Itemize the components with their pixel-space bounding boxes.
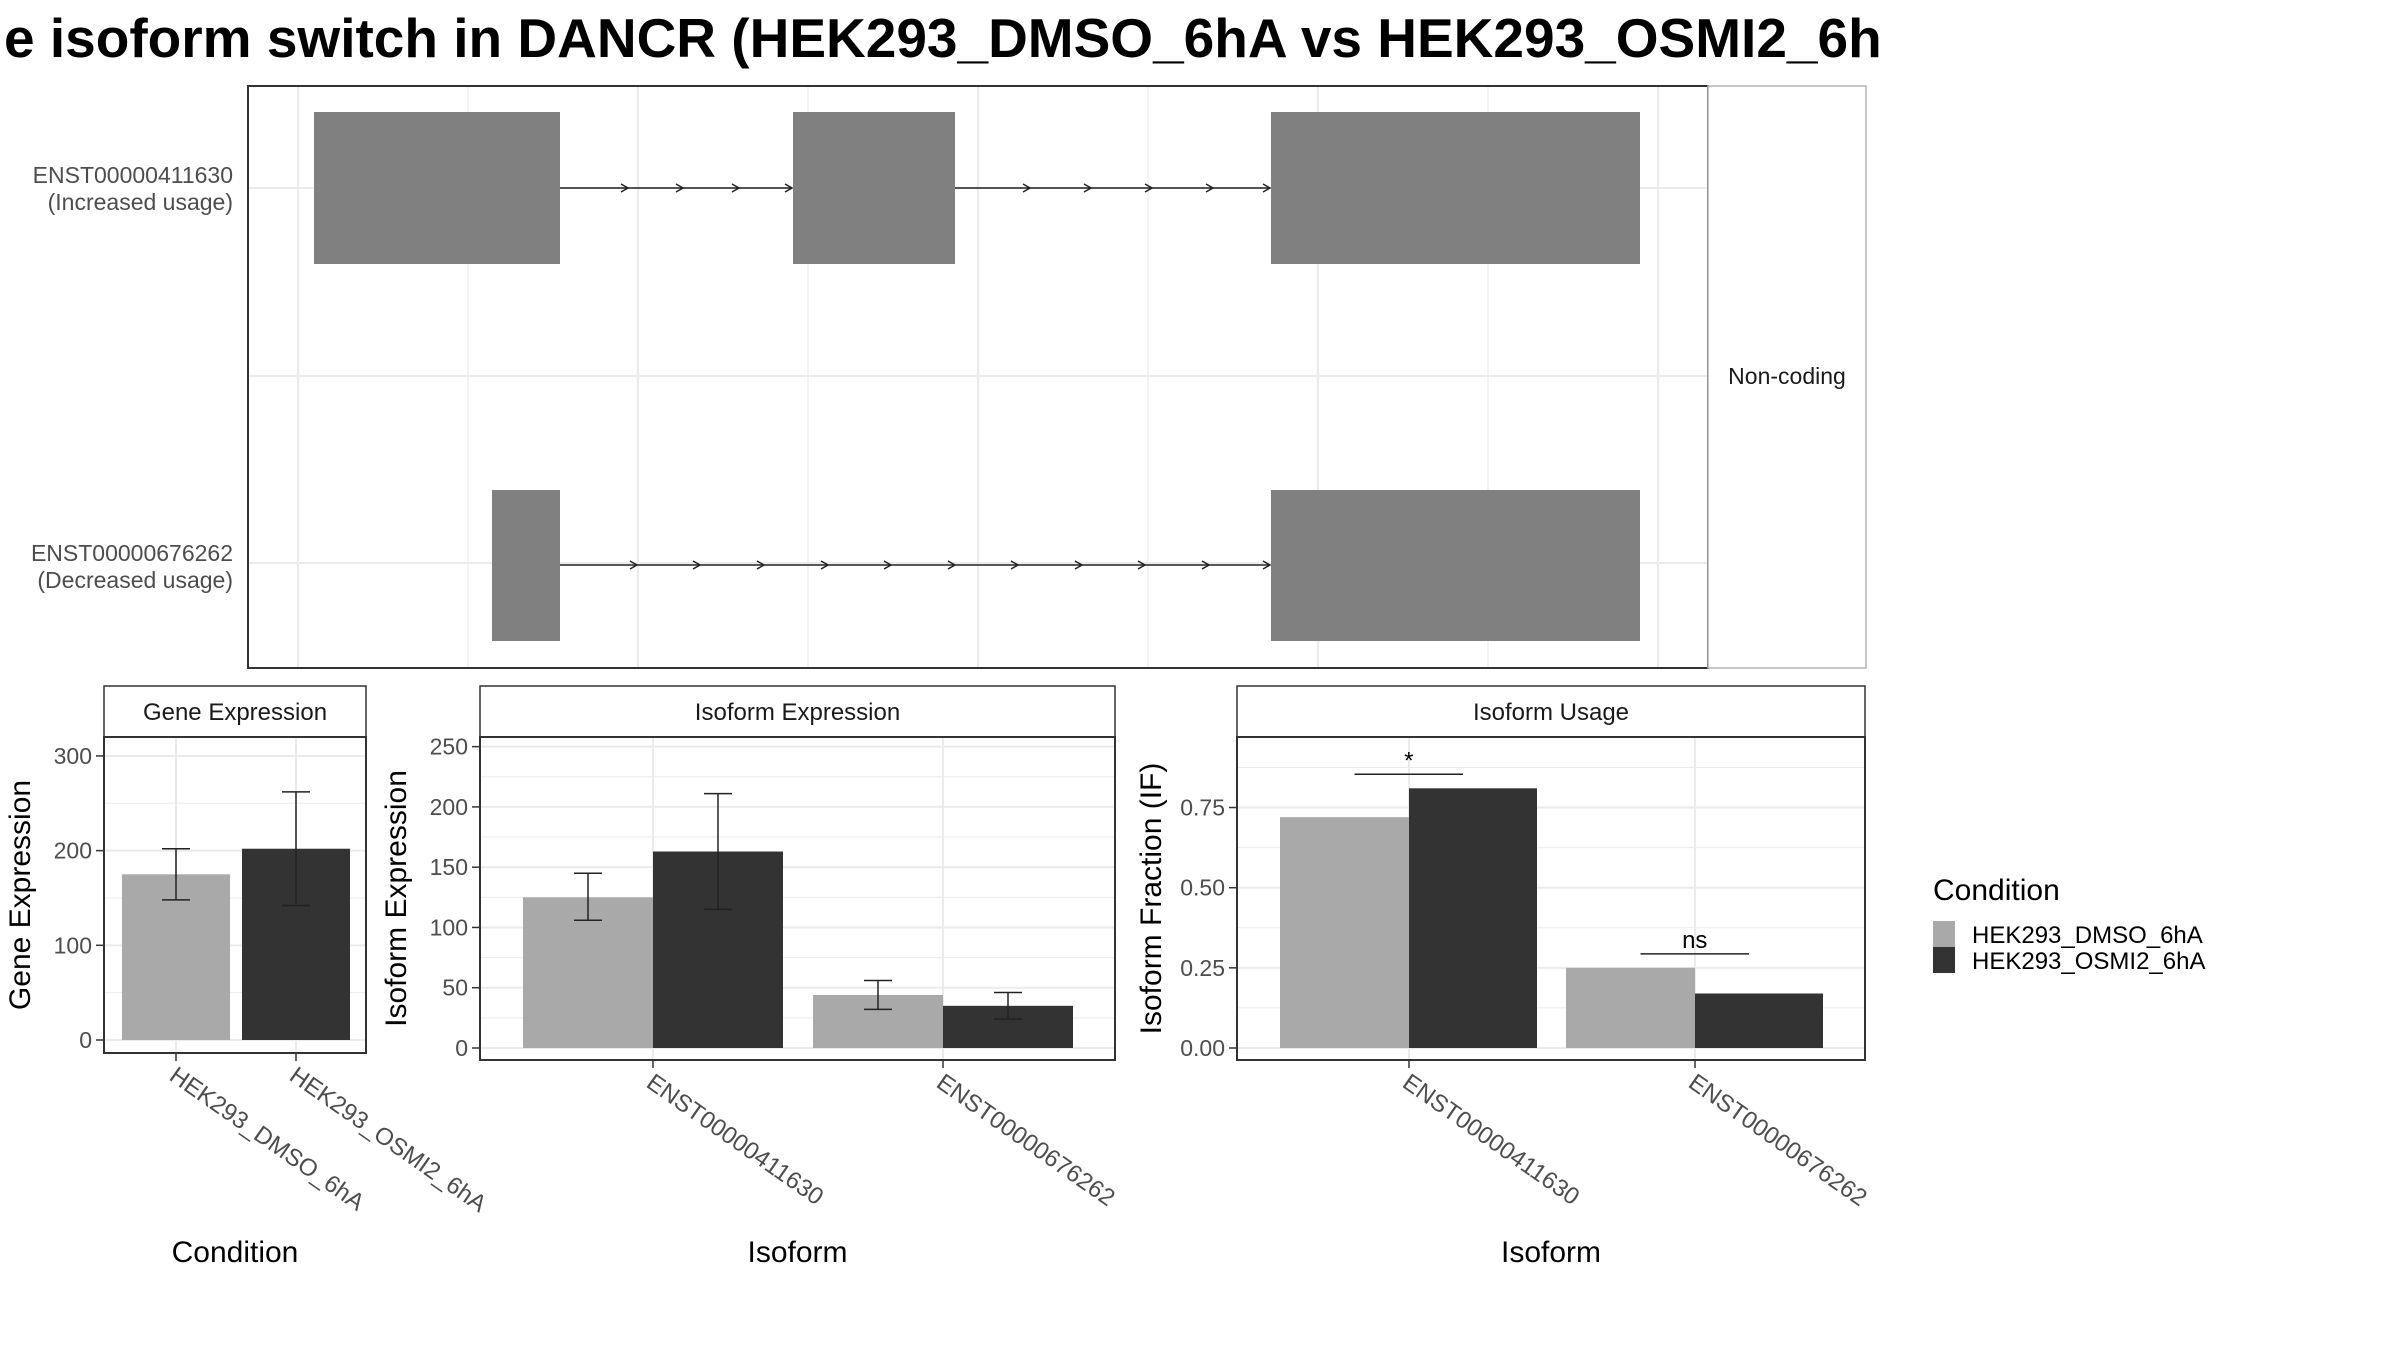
intron-direction-arrow [820, 560, 830, 570]
x-tick-label: ENST00000411630 [1398, 1069, 1585, 1211]
isoform-label-2-id: ENST00000676262 [31, 540, 233, 566]
intron-direction-arrow [1262, 560, 1272, 570]
panel-border [1236, 736, 1866, 1061]
legend-label-osmi: HEK293_OSMI2_6hA [1972, 948, 2205, 975]
y-tick-label: 300 [54, 743, 92, 769]
y-axis-title: Gene Expression [4, 780, 37, 1010]
significance-label: ns [1682, 927, 1707, 954]
y-axis-title: Isoform Fraction (IF) [1135, 763, 1168, 1035]
y-tick-label: 250 [430, 734, 468, 760]
panel-border [103, 736, 367, 1054]
intron-direction-arrow [692, 560, 702, 570]
bar-ENST00000411630-HEK293_DMSO_6hA [1280, 817, 1409, 1048]
intron-direction-arrow [620, 183, 630, 193]
exon [793, 112, 955, 264]
exon [314, 112, 560, 264]
bar-panel-isoform-usage: Isoform Usage 0.00 0.25 0.50 0.75 * ns ENST0000… [1135, 685, 1872, 1269]
intron-direction-arrow [731, 183, 741, 193]
y-tick-label: 0 [79, 1027, 92, 1053]
figure-title: e isoform switch in DANCR (HEK293_DMSO_6… [4, 7, 1882, 69]
intron-direction-arrow [1074, 560, 1084, 570]
bar-panel-gene-expression: Gene Expression 0 100 200 300 HEK293_DMSO_6hA… [4, 685, 492, 1269]
intron-direction-arrow [1083, 183, 1093, 193]
exon [492, 490, 560, 641]
significance-label: * [1404, 747, 1413, 774]
panel-strip [103, 685, 367, 738]
intron-direction-arrow [1262, 183, 1272, 193]
legend-swatch-osmi [1933, 947, 1955, 973]
intron-direction-arrow [629, 560, 639, 570]
bar-ENST00000411630-HEK293_DMSO_6hA [523, 897, 653, 1048]
x-tick-label: ENST00000676262 [932, 1069, 1120, 1212]
x-axis-title: Isoform [1501, 1236, 1601, 1269]
x-axis-title: Condition [172, 1236, 299, 1269]
x-tick-label: ENST00000411630 [642, 1069, 829, 1211]
intron-direction-arrow [675, 183, 685, 193]
isoform-label-1-note: (Increased usage) [48, 189, 233, 215]
y-tick-label: 0 [455, 1035, 468, 1061]
legend-title: Condition [1933, 874, 2060, 907]
panel-strip-label: Gene Expression [143, 699, 327, 726]
structure-strip [1707, 85, 1867, 669]
structure-strip-label: Non-coding [1728, 363, 1846, 389]
y-tick-label: 200 [430, 794, 468, 820]
y-tick-label: 200 [54, 838, 92, 864]
legend-label-dmso: HEK293_DMSO_6hA [1972, 922, 2203, 949]
bar-ENST00000411630-HEK293_OSMI2_6hA [1409, 788, 1537, 1048]
legend-swatch-dmso [1933, 921, 1955, 947]
x-tick-label: HEK293_OSMI2_6hA [285, 1062, 492, 1218]
y-tick-label: 0.50 [1180, 875, 1225, 901]
bar-ENST00000676262-HEK293_DMSO_6hA [1566, 967, 1695, 1048]
bar-ENST00000676262-HEK293_OSMI2_6hA [1695, 993, 1823, 1048]
intron-direction-arrow [947, 560, 957, 570]
x-tick-label: ENST00000676262 [1684, 1069, 1872, 1212]
exon [1271, 112, 1640, 264]
intron-direction-arrow [1010, 560, 1020, 570]
intron-direction-arrow [1137, 560, 1147, 570]
y-axis-title: Isoform Expression [380, 770, 413, 1027]
intron-direction-arrow [1022, 183, 1032, 193]
y-tick-label: 100 [54, 932, 92, 958]
intron-direction-arrow [756, 560, 766, 570]
y-tick-label: 0.25 [1180, 955, 1225, 981]
exon [1271, 490, 1640, 641]
y-tick-label: 0.00 [1180, 1035, 1225, 1061]
y-tick-label: 0.75 [1180, 795, 1225, 821]
panel-strip [479, 685, 1116, 738]
intron-direction-arrow [883, 560, 893, 570]
gene-structure-panel: Non-coding ENST00000411630 (Increased us… [31, 85, 1867, 669]
isoform-label-1-id: ENST00000411630 [33, 162, 233, 188]
intron-direction-arrow [1205, 183, 1215, 193]
y-tick-label: 100 [430, 914, 468, 940]
intron-direction-arrow [784, 183, 794, 193]
x-axis-title: Isoform [747, 1236, 847, 1269]
panel-strip [1236, 685, 1866, 738]
bar-HEK293_DMSO_6hA [122, 874, 230, 1040]
panel-strip-label: Isoform Expression [695, 699, 900, 726]
x-tick-label: HEK293_DMSO_6hA [165, 1062, 370, 1216]
panel-border [479, 736, 1116, 1061]
y-tick-label: 150 [430, 854, 468, 880]
panel-strip-label: Isoform Usage [1473, 699, 1629, 726]
legend: Condition HEK293_DMSO_6hA HEK293_OSMI2_6… [1933, 874, 2205, 975]
bar-panel-isoform-expression: Isoform Expression 0 50 100 150 200 250 ENST000… [380, 685, 1120, 1269]
y-tick-label: 50 [442, 975, 468, 1001]
intron-direction-arrow [1144, 183, 1154, 193]
intron-direction-arrow [1201, 560, 1211, 570]
isoform-label-2-note: (Decreased usage) [37, 567, 233, 593]
